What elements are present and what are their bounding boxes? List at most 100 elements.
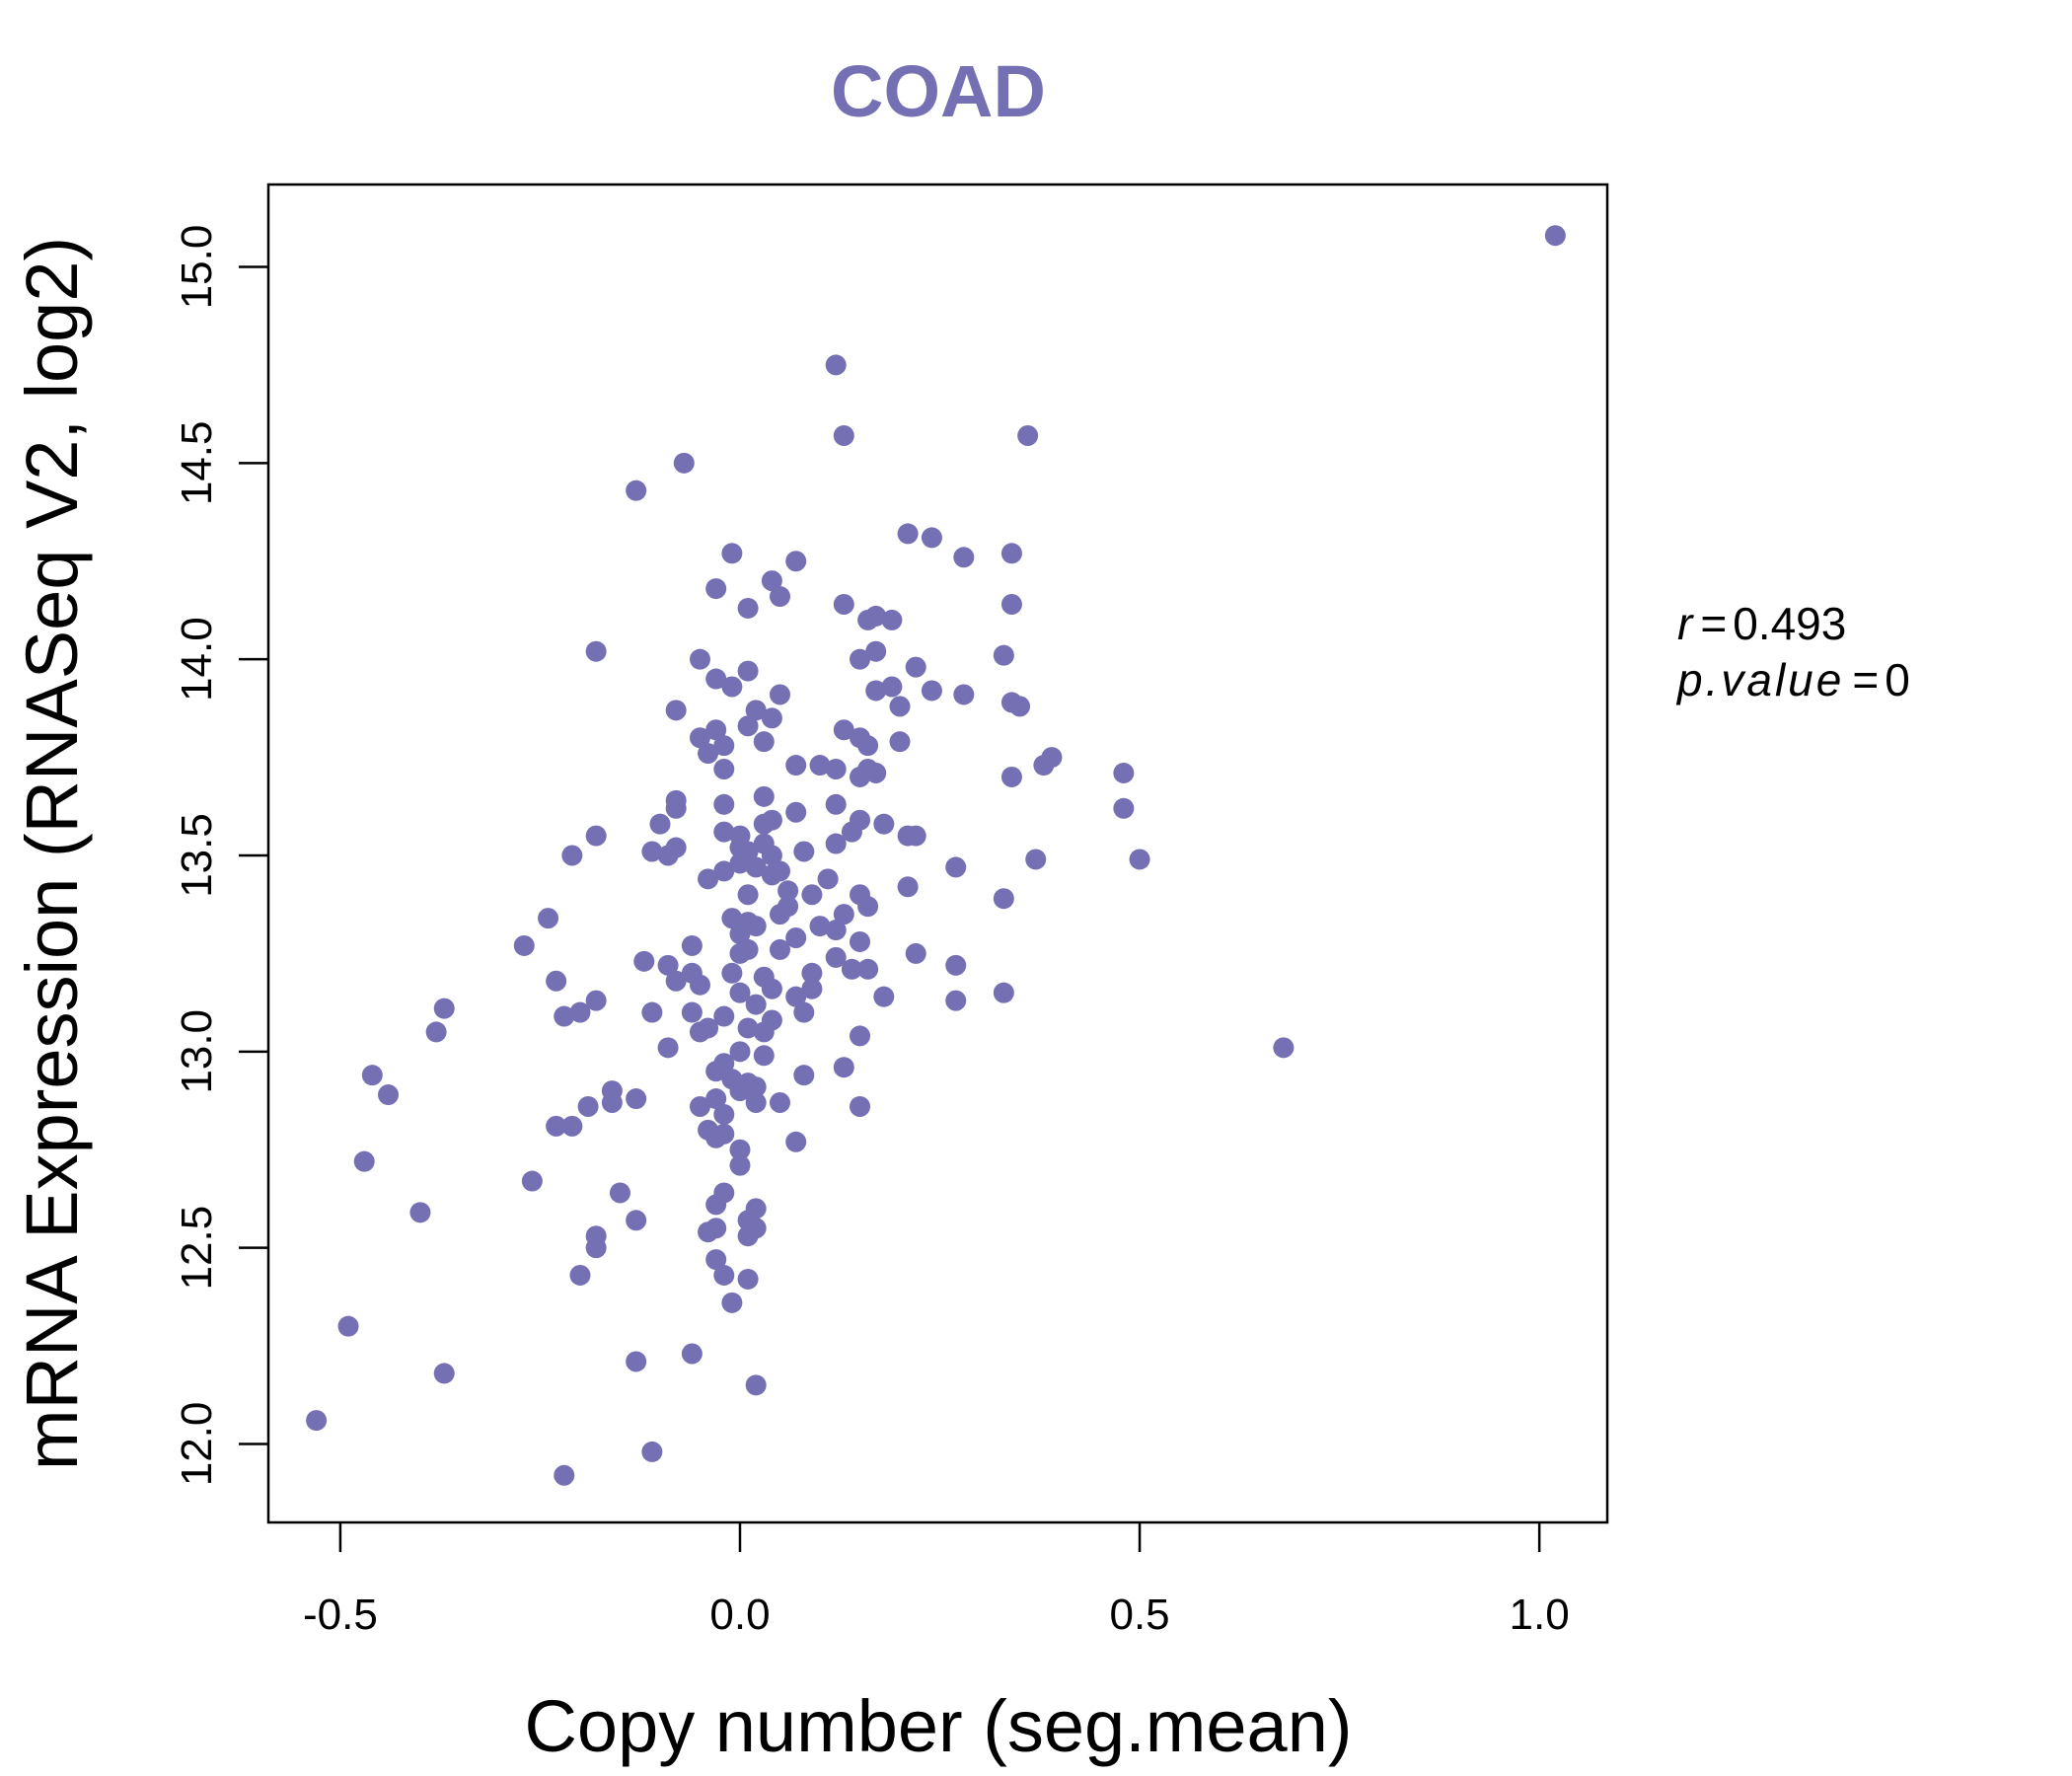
r-equals: = [1700, 598, 1727, 649]
data-point [673, 452, 695, 474]
data-point [361, 1065, 383, 1086]
data-point [713, 1005, 735, 1027]
data-point [626, 1210, 647, 1231]
data-point [745, 994, 767, 1015]
r-statistic: r = 0.493 [1677, 598, 1846, 649]
data-point [705, 1061, 727, 1082]
x-axis-title: Copy number (seg.mean) [524, 1685, 1352, 1767]
data-point [785, 986, 807, 1007]
data-point [825, 833, 847, 854]
data-point [905, 825, 926, 847]
data-point [705, 1194, 727, 1216]
data-point [737, 1268, 759, 1290]
data-point [745, 1092, 767, 1114]
data-point [857, 896, 879, 918]
data-point [657, 845, 679, 866]
data-point [825, 793, 847, 815]
data-point [721, 908, 743, 929]
data-point [769, 904, 790, 925]
data-point [857, 735, 879, 757]
data-point [921, 680, 942, 702]
data-point [698, 743, 719, 765]
data-point [825, 946, 847, 968]
data-point [841, 821, 862, 843]
data-point [857, 958, 879, 980]
data-point [561, 1115, 583, 1137]
data-point [713, 759, 735, 780]
data-point [513, 934, 535, 956]
data-point [993, 888, 1014, 910]
data-point [801, 884, 823, 906]
data-points [306, 225, 1566, 1486]
p-equals: = [1852, 654, 1879, 705]
data-point [753, 1021, 775, 1043]
y-tick-label: 12.0 [173, 1402, 221, 1487]
data-point [729, 852, 751, 874]
data-point [825, 759, 847, 780]
data-point [1273, 1037, 1295, 1059]
data-point [745, 1076, 767, 1098]
data-point [649, 813, 671, 835]
y-tick-label: 13.0 [173, 1009, 221, 1094]
data-point [905, 656, 926, 678]
data-point [626, 1088, 647, 1110]
data-point [793, 841, 815, 862]
data-point [657, 954, 679, 976]
data-point [1113, 797, 1135, 819]
data-point [729, 1139, 751, 1160]
data-point [850, 930, 871, 952]
data-point [577, 1095, 599, 1117]
data-point [865, 762, 887, 783]
data-point [737, 1017, 759, 1039]
data-point [585, 825, 607, 847]
data-point [705, 1088, 727, 1110]
data-point [713, 1264, 735, 1286]
data-point [737, 660, 759, 682]
data-point [737, 1225, 759, 1247]
data-point [953, 547, 975, 568]
data-point [777, 880, 799, 902]
data-point [546, 1115, 567, 1137]
data-point [713, 793, 735, 815]
data-point [433, 1363, 455, 1384]
data-point [729, 1154, 751, 1176]
data-point [713, 821, 735, 843]
y-tick-label: 14.0 [173, 617, 221, 702]
data-point [945, 990, 967, 1011]
data-point [585, 1237, 607, 1259]
data-point [641, 1441, 663, 1462]
data-point [409, 1202, 431, 1223]
data-point [921, 527, 942, 549]
data-point [721, 543, 743, 564]
data-point [850, 1025, 871, 1047]
data-point [705, 668, 727, 690]
data-point [705, 1249, 727, 1271]
p-value: 0 [1885, 654, 1910, 705]
data-point [729, 942, 751, 964]
data-point [713, 860, 735, 882]
x-tick-label: 0.5 [1109, 1591, 1169, 1639]
data-point [753, 1045, 775, 1067]
data-point [425, 1021, 447, 1043]
data-point [569, 1001, 591, 1023]
x-tick-label: -0.5 [303, 1591, 378, 1639]
data-point [721, 1292, 743, 1313]
x-tick-label: 1.0 [1510, 1591, 1570, 1639]
data-point [833, 719, 854, 741]
data-point [745, 856, 767, 878]
data-point [850, 766, 871, 787]
data-point [698, 1221, 719, 1243]
data-point [793, 1001, 815, 1023]
data-point [554, 1005, 575, 1027]
data-point [1000, 692, 1022, 713]
data-point [993, 982, 1014, 1003]
data-point [809, 916, 831, 937]
data-point [378, 1084, 400, 1106]
data-point [665, 797, 687, 819]
data-point [626, 480, 647, 501]
correlation-stats: r = 0.493 p.value = 0 [1675, 598, 1910, 705]
data-point [753, 785, 775, 807]
data-point [865, 680, 887, 702]
data-point [601, 1092, 623, 1114]
data-point [689, 727, 710, 749]
